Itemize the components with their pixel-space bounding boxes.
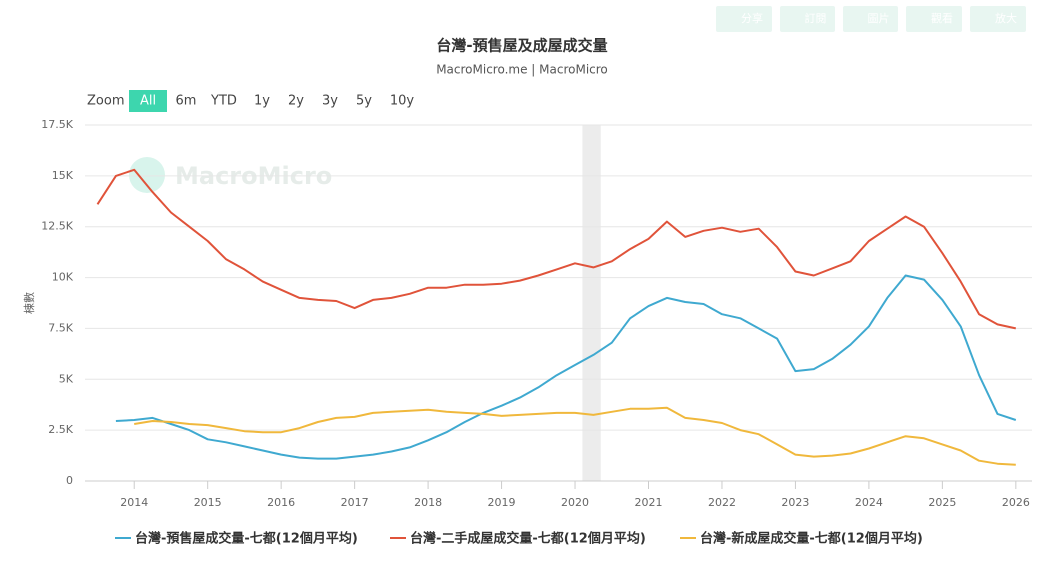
- toolbar-button[interactable]: 分享: [716, 6, 772, 32]
- y-tick-label: 2.5K: [48, 423, 73, 436]
- chart-title: 台灣-預售屋及成屋成交量: [436, 37, 607, 55]
- x-tick-label: 2015: [194, 496, 222, 509]
- y-tick-label: 17.5K: [41, 118, 73, 131]
- x-tick-label: 2025: [928, 496, 956, 509]
- x-tick-label: 2018: [414, 496, 442, 509]
- range-button[interactable]: 1y: [254, 94, 270, 109]
- legend-item[interactable]: 台灣-新成屋成交量-七都(12個月平均): [680, 531, 923, 547]
- legend-item[interactable]: 台灣-預售屋成交量-七都(12個月平均): [115, 531, 358, 547]
- legend-item[interactable]: 台灣-二手成屋成交量-七都(12個月平均): [390, 531, 646, 547]
- button-label: 放大: [995, 11, 1017, 25]
- button-bg: [716, 6, 772, 32]
- x-tick-label: 2017: [341, 496, 369, 509]
- shaded-period: [582, 125, 601, 481]
- range-button[interactable]: All: [140, 94, 156, 109]
- toolbar-button[interactable]: 訂閱: [780, 6, 835, 32]
- series-line: [115, 274, 1017, 460]
- range-button[interactable]: YTD: [210, 94, 237, 109]
- zoom-label: Zoom: [87, 94, 124, 109]
- button-label: 圖片: [868, 12, 890, 25]
- toolbar-button[interactable]: 放大: [970, 6, 1026, 32]
- x-tick-label: 2019: [488, 496, 516, 509]
- button-label: 分享: [741, 11, 763, 25]
- watermark-logo: [129, 157, 165, 193]
- y-axis-label: 棟數: [22, 292, 36, 314]
- chart-subtitle: MacroMicro.me | MacroMicro: [436, 63, 608, 77]
- y-tick-label: 5K: [59, 372, 74, 385]
- legend-label: 台灣-二手成屋成交量-七都(12個月平均): [410, 531, 646, 547]
- range-button[interactable]: 10y: [390, 94, 415, 109]
- x-tick-label: 2022: [708, 496, 736, 509]
- series-line: [96, 168, 1017, 330]
- x-tick-label: 2021: [634, 496, 662, 509]
- y-tick-label: 0: [66, 474, 73, 487]
- button-bg: [843, 6, 898, 32]
- range-button[interactable]: 5y: [356, 94, 372, 109]
- button-label: 觀看: [931, 11, 953, 25]
- button-label: 訂閱: [805, 11, 827, 25]
- button-bg: [906, 6, 962, 32]
- series-line: [134, 406, 1016, 466]
- range-selected[interactable]: [129, 90, 167, 112]
- range-button[interactable]: 6m: [176, 94, 197, 109]
- range-button[interactable]: 2y: [288, 94, 304, 109]
- x-tick-label: 2024: [855, 496, 883, 509]
- x-tick-label: 2020: [561, 496, 589, 509]
- range-button[interactable]: 3y: [322, 94, 338, 109]
- y-tick-label: 10K: [52, 271, 74, 284]
- x-tick-label: 2014: [120, 496, 148, 509]
- legend-label: 台灣-預售屋成交量-七都(12個月平均): [135, 531, 358, 547]
- button-bg: [970, 6, 1026, 32]
- toolbar-button[interactable]: 觀看: [906, 6, 962, 32]
- y-tick-label: 15K: [52, 169, 74, 182]
- x-tick-label: 2026: [1002, 496, 1030, 509]
- y-tick-label: 12.5K: [41, 220, 73, 233]
- y-tick-label: 7.5K: [48, 321, 73, 334]
- button-bg: [780, 6, 835, 32]
- toolbar-button[interactable]: 圖片: [843, 6, 898, 32]
- x-tick-label: 2016: [267, 496, 295, 509]
- legend-label: 台灣-新成屋成交量-七都(12個月平均): [700, 531, 923, 547]
- x-tick-label: 2023: [781, 496, 809, 509]
